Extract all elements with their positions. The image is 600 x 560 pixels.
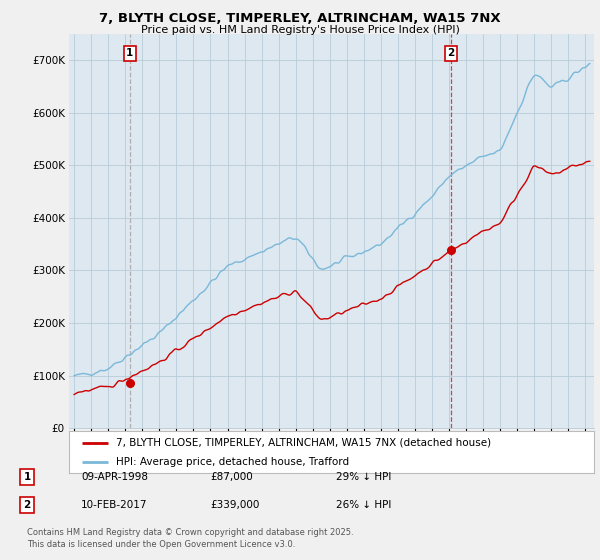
Text: 2: 2 — [448, 48, 455, 58]
Text: 1: 1 — [23, 472, 31, 482]
Text: 7, BLYTH CLOSE, TIMPERLEY, ALTRINCHAM, WA15 7NX (detached house): 7, BLYTH CLOSE, TIMPERLEY, ALTRINCHAM, W… — [116, 438, 491, 448]
Text: 09-APR-1998: 09-APR-1998 — [81, 472, 148, 482]
Text: £87,000: £87,000 — [210, 472, 253, 482]
Text: 2: 2 — [23, 500, 31, 510]
Text: 29% ↓ HPI: 29% ↓ HPI — [336, 472, 391, 482]
Text: £339,000: £339,000 — [210, 500, 259, 510]
Text: Price paid vs. HM Land Registry's House Price Index (HPI): Price paid vs. HM Land Registry's House … — [140, 25, 460, 35]
Text: Contains HM Land Registry data © Crown copyright and database right 2025.
This d: Contains HM Land Registry data © Crown c… — [27, 528, 353, 549]
Text: 26% ↓ HPI: 26% ↓ HPI — [336, 500, 391, 510]
Text: 1: 1 — [126, 48, 133, 58]
Text: 10-FEB-2017: 10-FEB-2017 — [81, 500, 148, 510]
Text: HPI: Average price, detached house, Trafford: HPI: Average price, detached house, Traf… — [116, 458, 349, 467]
Text: 7, BLYTH CLOSE, TIMPERLEY, ALTRINCHAM, WA15 7NX: 7, BLYTH CLOSE, TIMPERLEY, ALTRINCHAM, W… — [99, 12, 501, 25]
